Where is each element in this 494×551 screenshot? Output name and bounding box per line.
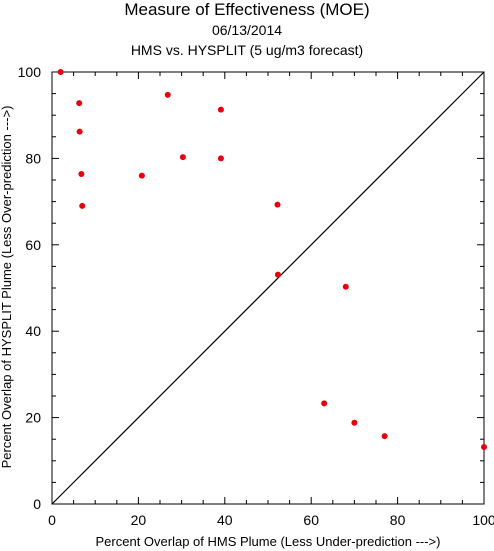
data-point [342,283,349,290]
data-point [79,202,86,209]
data-point [321,400,328,407]
y-tick-label: 80 [25,150,41,166]
x-tick-label: 0 [48,512,56,528]
y-tick-label: 0 [33,496,41,512]
x-tick-label: 80 [390,512,406,528]
data-point [351,419,358,426]
y-tick-label: 40 [25,323,41,339]
data-point [138,172,145,179]
data-point [481,443,487,450]
chart-title: Measure of Effectiveness (MOE) [124,0,370,19]
data-point [76,100,83,107]
data-point [76,128,83,135]
data-point [179,154,186,161]
data-point [78,170,85,177]
diagonal-reference-line [51,71,485,505]
x-tick-label: 60 [303,512,319,528]
data-point [217,155,224,162]
data-point [274,201,281,208]
chart-date: 06/13/2014 [211,22,283,38]
x-axis-label: Percent Overlap of HMS Plume (Less Under… [96,534,441,549]
y-tick-label: 100 [18,64,42,80]
plot-area [51,71,485,505]
data-point [164,91,171,98]
x-tick-label: 100 [472,512,494,528]
y-tick-label: 20 [25,410,41,426]
data-point [217,106,224,113]
x-tick-label: 40 [217,512,233,528]
chart-subtitle: HMS vs. HYSPLIT (5 ug/m3 forecast) [130,42,364,58]
data-point [57,69,64,75]
y-tick-label: 60 [25,237,41,253]
data-point [381,433,388,440]
x-tick-label: 20 [131,512,147,528]
data-point [274,271,281,278]
y-axis-label: Percent Overlap of HYSPLIT Plume (Less O… [0,106,14,469]
